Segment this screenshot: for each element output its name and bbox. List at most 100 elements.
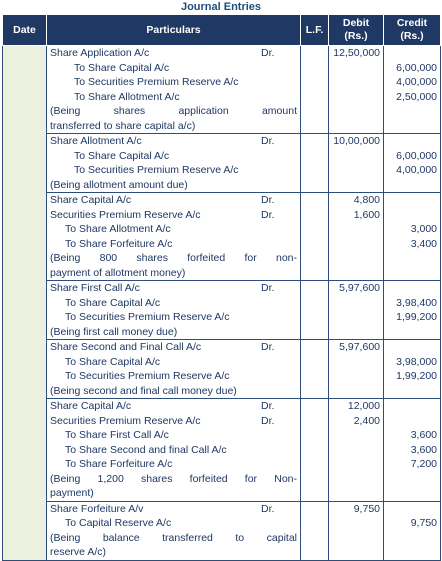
credit-amount: 3,600 (410, 443, 437, 456)
narration-line: (Being second and final call money due) (50, 384, 237, 397)
entry-particulars-cell: Share Application A/c Dr. To Share Capital… (46, 45, 301, 134)
debit-amount (329, 355, 383, 370)
entry-date-cell (2, 501, 47, 561)
debit-amount: 4,800 (353, 194, 380, 206)
account-name: Share Forfeiture A/v (50, 502, 144, 515)
entry-particulars-cell: Share Capital A/c Dr. Securities Premium R… (46, 192, 301, 281)
lf-value (301, 502, 328, 517)
credit-amount (384, 414, 440, 429)
credit-account-line: To Capital Reserve A/c (47, 516, 300, 531)
debit-amount (329, 369, 383, 384)
lf-value (301, 237, 328, 252)
entry-lf-cell (300, 339, 329, 399)
dr-marker: Dr. (261, 47, 275, 59)
entry-debit-cell: 5,97,600 (328, 280, 384, 340)
journal-entry: Share Capital A/c Dr. Securities Premium R… (2, 192, 441, 281)
entry-credit-cell: 3,000 3,400 (383, 192, 441, 281)
lf-value (301, 384, 328, 399)
lf-value (301, 296, 328, 311)
debit-amount (329, 119, 383, 134)
credit-amount: 3,98,000 (396, 355, 437, 368)
debit-amount (329, 90, 383, 105)
journal-entry: Share Forfeiture A/v Dr. To Capital Reserv… (2, 501, 441, 561)
dr-marker: Dr. (261, 341, 275, 353)
debit-amount (329, 266, 383, 281)
credit-amount (384, 472, 440, 487)
debit-amount (329, 222, 383, 237)
entry-particulars-cell: Share Second and Final Call A/c Dr. To Sha… (46, 339, 301, 399)
debit-account-line: Share Capital A/c Dr. (47, 193, 300, 208)
debit-amount (329, 296, 383, 311)
credit-amount: 3,600 (410, 429, 437, 441)
lf-value (301, 281, 328, 296)
account-name: To Securities Premium Reserve A/c (65, 311, 230, 323)
header-date: Date (2, 14, 47, 46)
credit-amount (384, 281, 440, 296)
credit-account-line: To Securities Premium Reserve A/c (47, 310, 300, 325)
credit-amount (384, 266, 440, 281)
lf-value (301, 193, 328, 208)
narration-line: payment) (50, 487, 94, 499)
lf-value (301, 486, 328, 501)
lf-value (301, 414, 328, 429)
lf-value (301, 355, 328, 370)
lf-value (301, 251, 328, 266)
credit-amount (384, 399, 440, 414)
narration-line: payment of allotment money) (50, 266, 186, 279)
account-name: To Share Capital A/c (74, 61, 170, 74)
account-name: To Share Allotment A/c (65, 223, 171, 235)
account-name: To Capital Reserve A/c (65, 517, 172, 529)
credit-account-line: To Securities Premium Reserve A/c (47, 369, 300, 384)
credit-amount (384, 46, 440, 61)
entry-date-cell (2, 398, 47, 501)
debit-amount (329, 472, 383, 487)
debit-amount (329, 384, 383, 399)
debit-account-line: Share Capital A/c Dr. (47, 399, 300, 414)
entry-lf-cell (300, 398, 329, 502)
entry-date-cell (2, 45, 47, 134)
lf-value (301, 46, 328, 61)
lf-value (301, 134, 328, 149)
entry-particulars-cell: Share First Call A/c Dr. To Share Capital … (46, 280, 301, 340)
credit-amount (384, 134, 440, 149)
debit-amount: 9,750 (353, 502, 380, 515)
journal-entry: Share Capital A/c Dr. Securities Premium R… (2, 398, 441, 502)
entry-credit-cell: 3,600 3,600 7,200 (383, 398, 441, 502)
header-credit: Credit (Rs.) (383, 14, 441, 46)
account-name: To Share Allotment A/c (74, 90, 180, 103)
lf-value (301, 61, 328, 76)
lf-value (301, 545, 328, 560)
debit-amount (329, 310, 383, 325)
header-debit-label: Debit (342, 17, 370, 29)
debit-amount: 12,50,000 (333, 47, 380, 59)
lf-value (301, 163, 328, 178)
debit-account-line: Securities Premium Reserve A/c Dr. (47, 208, 300, 223)
dr-marker: Dr. (261, 194, 275, 206)
lf-value (301, 222, 328, 237)
entry-particulars-cell: Share Capital A/c Dr. Securities Premium R… (46, 398, 301, 502)
lf-value (301, 90, 328, 105)
debit-amount (329, 531, 383, 546)
entry-debit-cell: 12,000 2,400 (328, 398, 384, 502)
entry-date-cell (2, 280, 47, 340)
lf-value (301, 178, 328, 193)
account-name: To Share Capital A/c (65, 355, 161, 368)
debit-amount (329, 75, 383, 90)
entry-lf-cell (300, 45, 329, 134)
lf-value (301, 399, 328, 414)
lf-value (301, 104, 328, 119)
credit-amount (384, 208, 440, 223)
credit-amount: 4,00,000 (396, 164, 437, 176)
credit-account-line: To Share Capital A/c (47, 355, 300, 370)
debit-amount (329, 545, 383, 560)
credit-amount (384, 178, 440, 193)
debit-amount (329, 237, 383, 252)
entry-lf-cell (300, 280, 329, 340)
credit-amount: 1,99,200 (396, 370, 437, 382)
credit-amount: 6,00,000 (396, 149, 437, 162)
lf-value (301, 119, 328, 134)
credit-amount (384, 340, 440, 355)
debit-amount (329, 428, 383, 443)
account-name: Share Capital A/c (50, 194, 132, 206)
header-debit: Debit (Rs.) (328, 14, 384, 46)
